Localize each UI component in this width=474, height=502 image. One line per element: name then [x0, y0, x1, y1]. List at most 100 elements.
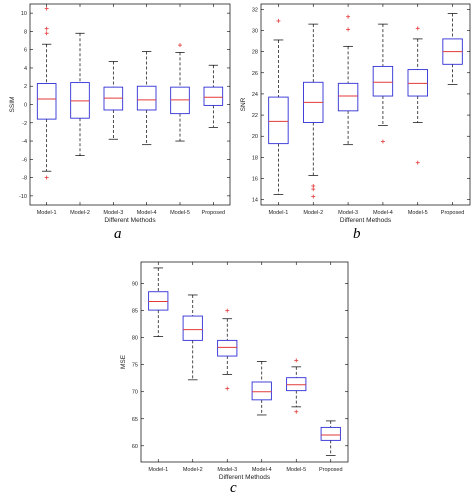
iqr-box [320, 426, 341, 441]
y-tick-label: 60 [132, 444, 138, 450]
y-tick-label: 32 [252, 7, 258, 13]
outlier-marker [415, 160, 420, 165]
y-tick-label: 65 [132, 417, 138, 423]
y-axis-title: MSE [120, 354, 127, 369]
panel-a: -10 -8 -6 -4 -2 0 2 4 6 8 10 Model-1 Model-2 Model-3 M… [0, 0, 237, 250]
outlier-marker [346, 27, 351, 32]
x-tick-label: Model-2 [70, 210, 90, 216]
boxplot-chart-b: 14 16 18 20 22 24 26 28 30 32 Model-1 Model-2 Model-… [240, 3, 471, 224]
x-tick-label: Model-2 [183, 467, 203, 473]
iqr-box [372, 65, 394, 97]
y-tick-label: 24 [252, 92, 258, 98]
x-tick-label: Model-4 [373, 210, 393, 216]
outlier-marker [276, 18, 281, 23]
x-tick-label: Model-4 [137, 210, 157, 216]
boxplot-chart-c: 60 65 70 75 80 85 90 Model-1 Model-2 Model-3 Model… [120, 261, 349, 481]
outlier-marker [294, 409, 299, 414]
y-tick-label: 14 [252, 198, 258, 204]
box-group [268, 18, 289, 195]
box-group [303, 23, 324, 199]
outlier-marker [346, 14, 351, 19]
outlier-marker [225, 386, 230, 391]
y-axis-title: SNR [240, 97, 247, 111]
iqr-box [203, 86, 224, 106]
x-tick-label: Model-5 [286, 467, 306, 473]
iqr-box [217, 339, 238, 357]
outlier-marker [380, 139, 385, 144]
x-tick-label: Proposed [441, 210, 465, 216]
x-tick-label: Model-3 [338, 210, 358, 216]
boxplot-chart-a: -10 -8 -6 -4 -2 0 2 4 6 8 10 Model-1 Model-2 Model-3 M… [9, 3, 231, 224]
panel-b: 14 16 18 20 22 24 26 28 30 32 Model-1 Model-2 Model-… [237, 0, 474, 250]
box-group [217, 308, 238, 391]
box-group [407, 26, 428, 165]
box-group [320, 420, 341, 456]
outlier-marker [44, 26, 49, 31]
x-tick-label: Model-5 [408, 210, 428, 216]
plot-frame [29, 3, 231, 206]
outlier-marker [225, 308, 230, 313]
panel-c: 60 65 70 75 80 85 90 Model-1 Model-2 Model-3 Model… [118, 252, 356, 502]
iqr-box [268, 96, 289, 145]
x-tick-label: Proposed [202, 210, 226, 216]
y-tick-label: 4 [24, 66, 27, 72]
iqr-box [407, 69, 428, 97]
x-tick-label: Model-2 [303, 210, 323, 216]
y-tick-label: 2 [24, 84, 27, 90]
x-tick-label: Model-3 [217, 467, 237, 473]
x-tick-label: Model-3 [103, 210, 123, 216]
x-tick-label: Model-5 [170, 210, 190, 216]
outlier-marker [294, 358, 299, 363]
iqr-box [182, 315, 203, 341]
box-group [337, 14, 359, 146]
outlier-marker [44, 31, 49, 36]
y-tick-label: 28 [252, 50, 258, 56]
outlier-marker [178, 43, 182, 48]
y-tick-label: 70 [132, 390, 138, 396]
y-tick-label: 80 [132, 336, 138, 342]
plot-frame [140, 261, 349, 463]
x-tick-label: Model-1 [37, 210, 57, 216]
box-group [442, 13, 463, 85]
y-tick-label: -6 [22, 157, 27, 163]
y-tick-label: 8 [24, 29, 27, 35]
y-axis-title: SSIM [9, 97, 16, 113]
y-tick-label: 6 [24, 48, 27, 54]
iqr-box [251, 381, 272, 401]
y-tick-label: 16 [252, 177, 258, 183]
box-group [372, 23, 394, 144]
x-axis-title: Different Methods [219, 474, 271, 481]
box-group [170, 43, 190, 142]
y-tick-label: 20 [252, 134, 258, 140]
box-group [182, 294, 203, 381]
x-axis-title: Different Methods [104, 217, 156, 224]
x-tick-label: Model-4 [252, 467, 272, 473]
y-tick-label: -4 [22, 139, 27, 145]
y-tick-label: -8 [22, 176, 27, 182]
box-group [203, 64, 224, 128]
box-group [251, 361, 272, 416]
box-group [136, 51, 157, 146]
box-group [36, 6, 57, 180]
box-group [103, 61, 124, 140]
y-tick-label: 30 [252, 28, 258, 34]
iqr-box [36, 83, 57, 120]
y-tick-label: 22 [252, 113, 258, 119]
iqr-box [148, 291, 169, 311]
panel-letter-c: c [230, 480, 237, 496]
y-tick-label: 90 [132, 282, 138, 288]
outlier-marker [415, 26, 420, 31]
x-tick-label: Model-1 [148, 467, 168, 473]
plot-frame [260, 3, 471, 206]
y-tick-label: -2 [22, 121, 27, 127]
y-tick-label: 75 [132, 363, 138, 369]
y-tick-label: 26 [252, 71, 258, 77]
x-tick-label: Model-1 [268, 210, 288, 216]
x-tick-label: Proposed [319, 467, 343, 473]
outlier-marker [311, 194, 316, 199]
iqr-box [337, 82, 359, 112]
outlier-marker [44, 6, 49, 11]
outlier-marker [311, 187, 316, 192]
panel-letter-a: a [114, 226, 122, 242]
y-tick-label: -10 [19, 194, 27, 200]
